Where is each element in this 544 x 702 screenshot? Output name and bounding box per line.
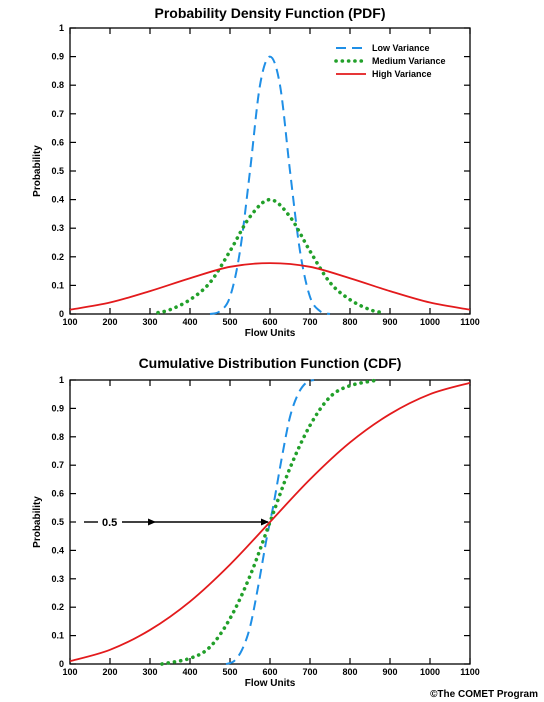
y-tick-label: 0.7 [51, 109, 64, 119]
series-line-low-variance [209, 55, 331, 315]
legend-label-medium-variance: Medium Variance [372, 56, 446, 66]
pdf-chart: Probability Density Function (PDF) 100 200… [32, 5, 480, 339]
x-tick-label: 100 [62, 667, 77, 677]
y-tick-label: 0.5 [51, 166, 64, 176]
y-tick-label: 0.1 [51, 280, 64, 290]
x-tick-label: 1000 [420, 667, 440, 677]
y-tick-label: 0.5 [51, 517, 64, 527]
y-tick-label: 0.3 [51, 223, 64, 233]
y-tick-label: 0.6 [51, 489, 64, 499]
x-axis-label: Flow Units [245, 678, 296, 689]
y-tick-label: 0 [59, 309, 64, 319]
legend-label-low-variance: Low Variance [372, 43, 430, 53]
chart-title: Probability Density Function (PDF) [154, 5, 385, 21]
y-axis-label: Probability [32, 496, 43, 548]
x-tick-label: 900 [382, 667, 397, 677]
y-tick-label: 1 [59, 375, 64, 385]
y-tick-label: 0.6 [51, 137, 64, 147]
series-line-medium-variance [160, 378, 380, 666]
x-tick-label: 600 [262, 667, 277, 677]
y-tick-label: 1 [59, 23, 64, 33]
y-tick-label: 0.7 [51, 460, 64, 470]
credit-text: ©The COMET Program [430, 689, 538, 700]
x-tick-label: 600 [262, 317, 277, 327]
series-line-medium-variance [156, 197, 384, 315]
chart-title: Cumulative Distribution Function (CDF) [139, 355, 402, 371]
x-tick-label: 200 [102, 667, 117, 677]
y-tick-label: 0.2 [51, 252, 64, 262]
y-tick-label: 0.1 [51, 631, 64, 641]
y-tick-label: 0.4 [51, 545, 64, 555]
legend-label-high-variance: High Variance [372, 69, 432, 79]
x-tick-label: 800 [342, 667, 357, 677]
x-tick-label: 700 [302, 317, 317, 327]
x-tick-label: 900 [382, 317, 397, 327]
y-tick-label: 0.9 [51, 403, 64, 413]
x-tick-label: 1100 [460, 317, 480, 327]
annotation-arrowhead-end [261, 518, 269, 526]
x-tick-label: 200 [102, 317, 117, 327]
y-tick-label: 0.3 [51, 574, 64, 584]
series-line-high-variance [69, 381, 471, 663]
x-tick-label: 300 [142, 317, 157, 327]
y-tick-label: 0.8 [51, 80, 64, 90]
x-tick-label: 800 [342, 317, 357, 327]
y-tick-label: 0 [59, 659, 64, 669]
cdf-chart: Cumulative Distribution Function (CDF)10… [32, 355, 480, 689]
x-tick-label: 400 [182, 317, 197, 327]
x-tick-label: 500 [222, 667, 237, 677]
x-tick-label: 100 [62, 317, 77, 327]
x-tick-label: 700 [302, 667, 317, 677]
x-tick-label: 500 [222, 317, 237, 327]
x-tick-label: 1000 [420, 317, 440, 327]
y-tick-label: 0.2 [51, 602, 64, 612]
annotation-arrowhead-mid [148, 518, 157, 526]
x-tick-label: 400 [182, 667, 197, 677]
y-tick-label: 0.8 [51, 432, 64, 442]
y-axis-label: Probability [32, 145, 43, 197]
y-tick-label: 0.4 [51, 195, 64, 205]
x-tick-label: 1100 [460, 667, 480, 677]
x-axis-label: Flow Units [245, 328, 296, 339]
annotation-label: 0.5 [102, 517, 117, 529]
x-tick-label: 300 [142, 667, 157, 677]
y-tick-label: 0.9 [51, 52, 64, 62]
series-line-high-variance [69, 262, 471, 311]
